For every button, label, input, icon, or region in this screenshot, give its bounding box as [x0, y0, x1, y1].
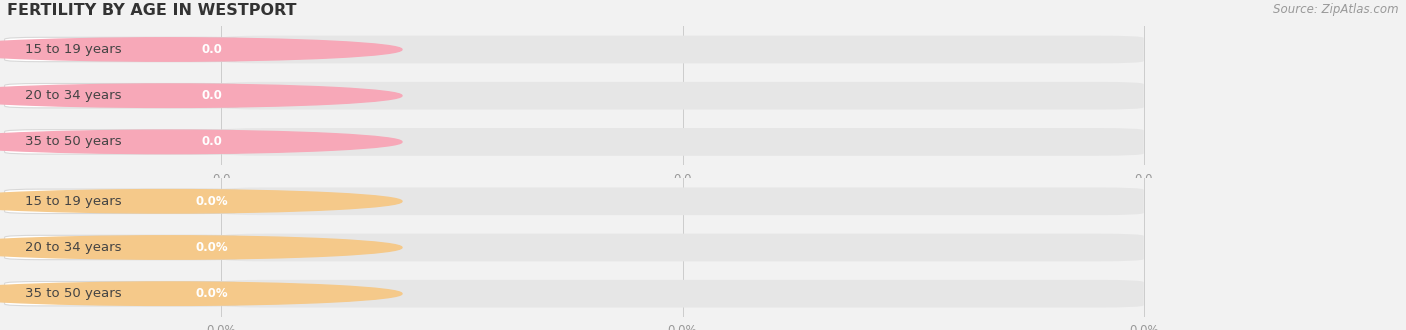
FancyBboxPatch shape — [4, 37, 240, 62]
FancyBboxPatch shape — [221, 280, 1143, 308]
Text: 35 to 50 years: 35 to 50 years — [25, 287, 121, 300]
FancyBboxPatch shape — [221, 128, 1143, 156]
Circle shape — [0, 282, 402, 305]
Text: 0.0%: 0.0% — [195, 287, 228, 300]
FancyBboxPatch shape — [4, 235, 240, 260]
Text: 0.0%: 0.0% — [195, 195, 228, 208]
Circle shape — [0, 130, 402, 153]
Text: 35 to 50 years: 35 to 50 years — [25, 135, 121, 148]
Circle shape — [0, 236, 402, 259]
Text: 20 to 34 years: 20 to 34 years — [25, 241, 121, 254]
Text: 20 to 34 years: 20 to 34 years — [25, 89, 121, 102]
FancyBboxPatch shape — [184, 131, 240, 153]
FancyBboxPatch shape — [4, 281, 240, 306]
FancyBboxPatch shape — [4, 189, 240, 214]
Text: 0.0: 0.0 — [201, 43, 222, 56]
Circle shape — [0, 84, 402, 107]
FancyBboxPatch shape — [184, 190, 240, 212]
Text: 0.0: 0.0 — [201, 89, 222, 102]
FancyBboxPatch shape — [4, 83, 240, 108]
Text: 15 to 19 years: 15 to 19 years — [25, 195, 121, 208]
Circle shape — [0, 190, 402, 213]
FancyBboxPatch shape — [184, 85, 240, 107]
FancyBboxPatch shape — [221, 187, 1143, 215]
Text: 15 to 19 years: 15 to 19 years — [25, 43, 121, 56]
Text: 0.0: 0.0 — [201, 135, 222, 148]
Text: 0.0%: 0.0% — [195, 241, 228, 254]
FancyBboxPatch shape — [4, 130, 240, 154]
Text: FERTILITY BY AGE IN WESTPORT: FERTILITY BY AGE IN WESTPORT — [7, 3, 297, 18]
FancyBboxPatch shape — [184, 237, 240, 258]
FancyBboxPatch shape — [221, 36, 1143, 63]
FancyBboxPatch shape — [221, 234, 1143, 261]
FancyBboxPatch shape — [184, 283, 240, 305]
FancyBboxPatch shape — [184, 39, 240, 60]
FancyBboxPatch shape — [221, 82, 1143, 110]
Text: Source: ZipAtlas.com: Source: ZipAtlas.com — [1274, 3, 1399, 16]
Circle shape — [0, 38, 402, 61]
